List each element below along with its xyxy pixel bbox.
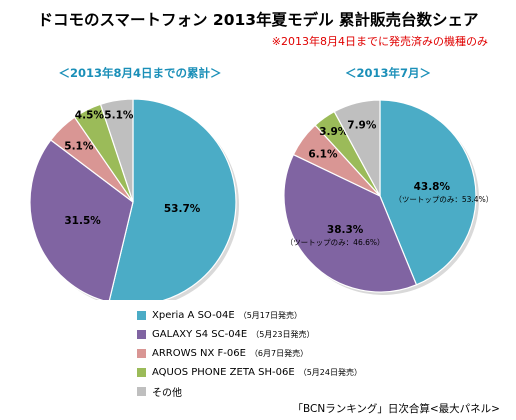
pie-1-label-other: 7.9%: [347, 119, 377, 131]
left-chart-subtitle: ＜2013年8月4日までの累計＞: [58, 66, 222, 80]
pie-0-slice-galaxy: [29, 139, 134, 300]
legend-label: AQUOS PHONE ZETA SH-06E: [152, 367, 295, 378]
legend-label: ARROWS NX F-06E: [152, 348, 246, 359]
pie-0-slice-other: [99, 98, 134, 203]
page-title: ドコモのスマートフォン 2013年夏モデル 累計販売台数シェア: [37, 11, 479, 29]
right-chart-subtitle: ＜2013年7月＞: [344, 66, 431, 80]
pie-1-annotation-galaxy: （ツートップのみ：46.6%）: [286, 238, 385, 247]
pie-0-label-galaxy: 31.5%: [64, 215, 101, 227]
pie-1-label-xperia: 43.8%: [414, 181, 451, 193]
pie-0-label-xperia: 53.7%: [164, 203, 201, 215]
pie-1-slice-xperia: [379, 99, 477, 286]
source-credit: 「BCNランキング」日次合算<最大パネル>: [292, 403, 501, 415]
legend-item-arrows: ARROWS NX F-06E （6月7日発売）: [137, 344, 362, 363]
legend: Xperia A SO-04E （5月17日発売） GALAXY S4 SC-0…: [137, 306, 362, 401]
pie-1-label-galaxy: 38.3%: [327, 224, 364, 236]
legend-item-other: その他: [137, 382, 362, 401]
chart-note: ※2013年8月4日までに発売済みの機種のみ: [271, 35, 488, 48]
legend-date: （5月17日発売）: [238, 311, 302, 320]
pie-0-slice-xperia: [108, 98, 237, 300]
legend-swatch-xperia: [137, 311, 146, 320]
pie-charts: 53.7%31.5%5.1%4.5% 5.1%43.8%（ツートップのみ：53.4…: [29, 98, 493, 300]
pie-0-label-arrows: 5.1%: [64, 140, 94, 152]
legend-swatch-other: [137, 387, 146, 396]
legend-item-galaxy: GALAXY S4 SC-04E （5月23日発売）: [137, 325, 362, 344]
pie-1-label-aquos: 3.9%: [319, 126, 349, 138]
legend-date: （5月24日発売）: [298, 368, 362, 377]
legend-swatch-galaxy: [137, 330, 146, 339]
legend-item-xperia: Xperia A SO-04E （5月17日発売）: [137, 306, 362, 325]
pie-0-label-aquos: 4.5%: [75, 109, 105, 121]
legend-date: （5月23日発売）: [251, 330, 315, 339]
pie-1-slice-other: [333, 99, 381, 197]
legend-date: （6月7日発売）: [249, 349, 309, 358]
legend-swatch-arrows: [137, 349, 146, 358]
legend-swatch-aquos: [137, 368, 146, 377]
pie-0-label-other: 5.1%: [104, 110, 134, 122]
pie-1-annotation-xperia: （ツートップのみ：53.4%）: [394, 195, 493, 204]
legend-label: その他: [152, 388, 182, 399]
legend-label: GALAXY S4 SC-04E: [152, 329, 248, 340]
legend-label: Xperia A SO-04E: [152, 310, 235, 321]
legend-item-aquos: AQUOS PHONE ZETA SH-06E （5月24日発売）: [137, 363, 362, 382]
pie-1-label-arrows: 6.1%: [308, 149, 338, 161]
pie-1-slice-galaxy: [283, 153, 418, 293]
